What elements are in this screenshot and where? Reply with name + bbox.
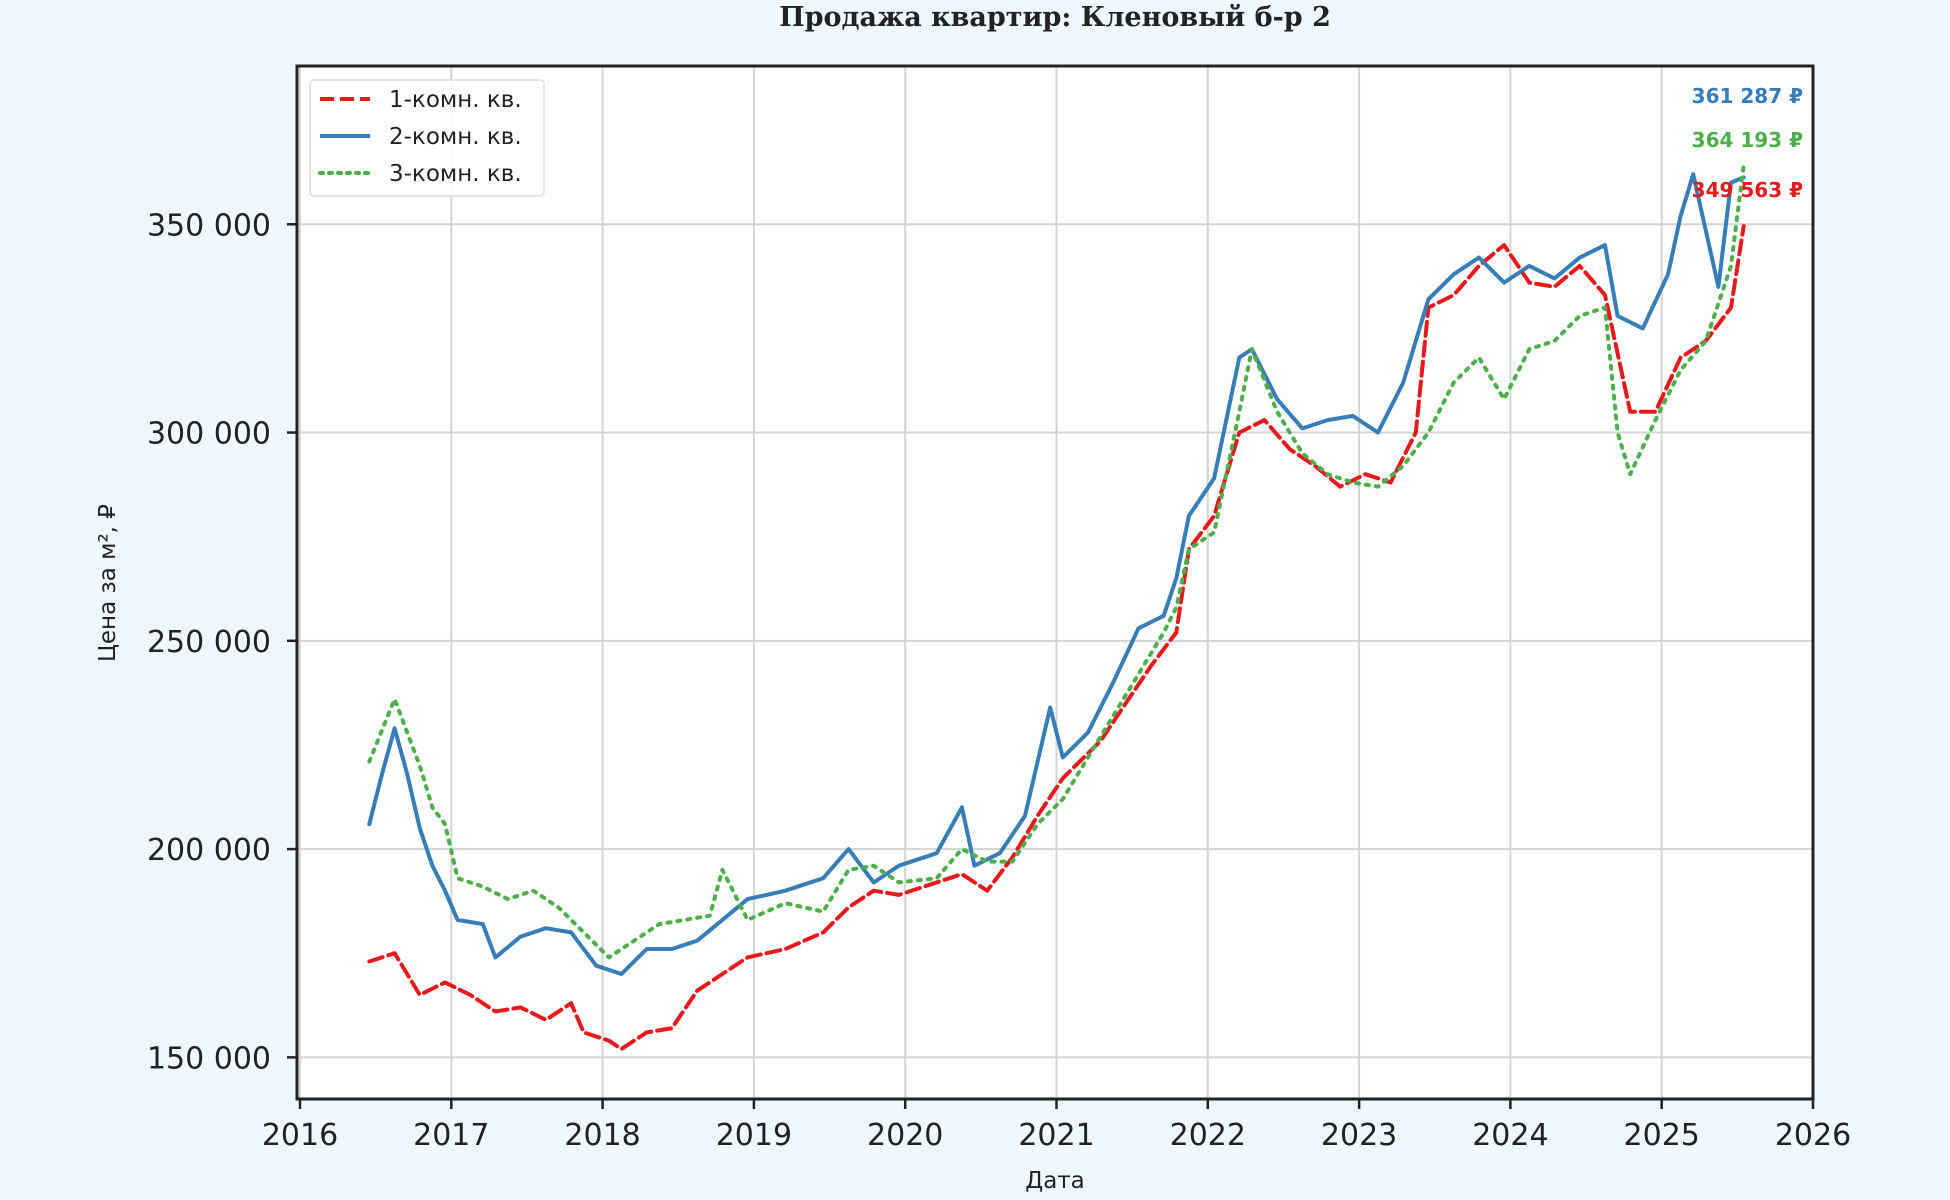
legend-label-3: 3-комн. кв. [389, 161, 522, 187]
series-line-1 [367, 224, 1746, 1051]
legend-box [309, 79, 545, 197]
x-tick-label: 2016 [262, 1118, 338, 1153]
x-tick-label: 2017 [413, 1118, 489, 1153]
y-tick-label: 150 000 [147, 1041, 271, 1076]
x-tick-label: 2026 [1775, 1118, 1851, 1153]
legend-label-2: 2-комн. кв. [389, 124, 522, 150]
legend: 1-комн. кв. 2-комн. кв. 3-комн. кв. [309, 79, 545, 197]
y-tick-label: 350 000 [147, 208, 271, 243]
legend-label-1: 1-комн. кв. [389, 87, 522, 113]
series-line-2 [367, 172, 1746, 976]
y-tick-label: 250 000 [147, 625, 271, 660]
x-tick-label: 2024 [1472, 1118, 1548, 1153]
y-tick-label: 200 000 [147, 833, 271, 868]
y-axis-label: Цена за м², ₽ [95, 504, 121, 662]
x-tick-label: 2023 [1321, 1118, 1397, 1153]
x-tick-label: 2020 [867, 1118, 943, 1153]
last-value-label-1: 349 563 ₽ [1692, 178, 1803, 202]
x-tick-label: 2021 [1018, 1118, 1094, 1153]
x-tick-label: 2018 [564, 1118, 640, 1153]
series-lines [367, 163, 1746, 1051]
plot-area [297, 66, 1813, 1099]
axis-ticks: 2016 2017 2018 2019 2020 2021 2022 2023 2024 2025… [147, 208, 1851, 1153]
plot-frame [295, 64, 1815, 1101]
x-tick-label: 2025 [1624, 1118, 1700, 1153]
x-axis-label: Дата [1025, 1168, 1085, 1194]
last-value-label-2: 361 287 ₽ [1692, 84, 1803, 108]
chart-title: Продажа квартир: Кленовый б-р 2 [779, 2, 1331, 33]
x-tick-label: 2019 [716, 1118, 792, 1153]
x-tick-label: 2022 [1170, 1118, 1246, 1153]
last-value-label-3: 364 193 ₽ [1692, 128, 1803, 152]
y-tick-label: 300 000 [147, 417, 271, 452]
